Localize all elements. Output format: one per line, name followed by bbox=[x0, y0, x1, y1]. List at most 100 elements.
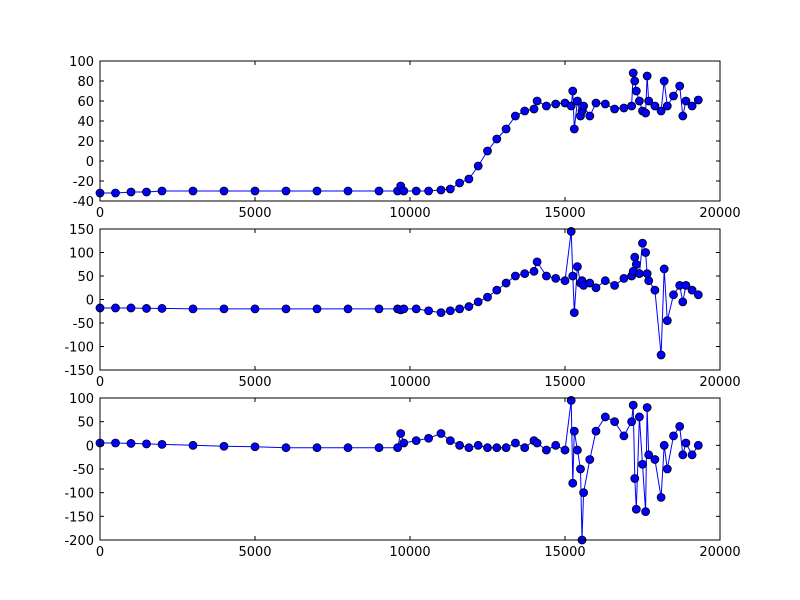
data-point bbox=[126, 439, 136, 448]
x-tick-label: 5000 bbox=[238, 206, 271, 221]
data-point bbox=[464, 443, 474, 453]
data-point bbox=[600, 99, 610, 109]
data-point bbox=[662, 464, 672, 474]
data-point bbox=[693, 290, 703, 300]
y-tick-label: -40 bbox=[73, 195, 94, 210]
x-tick-label: 15000 bbox=[544, 206, 585, 221]
data-point bbox=[568, 271, 578, 281]
data-point bbox=[573, 262, 582, 272]
data-point bbox=[628, 68, 638, 78]
data-point bbox=[312, 443, 322, 453]
data-point bbox=[142, 439, 151, 449]
data-point bbox=[641, 108, 650, 118]
data-point bbox=[445, 306, 455, 316]
data-point bbox=[455, 440, 465, 450]
data-point bbox=[630, 474, 640, 483]
data-point bbox=[569, 308, 579, 318]
y-tick-label: -150 bbox=[64, 364, 94, 379]
data-point bbox=[669, 91, 678, 101]
x-tick-label: 0 bbox=[96, 206, 104, 221]
data-point bbox=[600, 412, 610, 422]
data-point bbox=[566, 101, 576, 111]
y-tick-label: 80 bbox=[77, 75, 94, 90]
data-point bbox=[579, 488, 588, 498]
data-point bbox=[393, 443, 403, 453]
data-point bbox=[656, 350, 666, 360]
data-point bbox=[678, 297, 688, 307]
data-point bbox=[483, 443, 492, 453]
data-point bbox=[436, 308, 446, 318]
x-tick-label: 0 bbox=[96, 375, 104, 390]
data-point bbox=[631, 259, 641, 269]
data-point bbox=[650, 101, 660, 111]
data-point bbox=[542, 271, 551, 281]
data-point bbox=[483, 292, 492, 302]
data-point bbox=[576, 464, 585, 474]
x-tick-label: 20000 bbox=[699, 375, 740, 390]
y-tick-label: -100 bbox=[64, 341, 94, 356]
data-point bbox=[644, 96, 654, 106]
data-point bbox=[445, 184, 455, 194]
data-point bbox=[424, 186, 434, 196]
axes: 0 5000 10000 15000 20000 -40 -20 0 20 40 60 80 100 bbox=[69, 55, 741, 221]
data-point bbox=[511, 438, 520, 448]
data-point bbox=[520, 106, 530, 116]
data-point bbox=[501, 278, 511, 288]
data-point bbox=[126, 187, 136, 197]
data-point bbox=[644, 276, 654, 286]
data-point bbox=[619, 431, 629, 441]
data-point bbox=[573, 445, 582, 455]
data-point bbox=[573, 96, 582, 106]
data-point bbox=[669, 431, 678, 441]
data-point bbox=[157, 186, 167, 196]
data-point bbox=[455, 178, 465, 188]
x-tick-label: 10000 bbox=[389, 375, 430, 390]
data-point bbox=[551, 273, 561, 283]
data-point bbox=[532, 96, 542, 106]
data-point bbox=[142, 304, 151, 313]
data-point bbox=[644, 450, 654, 460]
y-tick-label: -100 bbox=[64, 487, 94, 502]
data-point bbox=[641, 507, 650, 517]
data-point bbox=[569, 426, 579, 436]
data-point bbox=[642, 269, 652, 279]
y-tick-label: 0 bbox=[86, 294, 94, 309]
y-tick-label: 100 bbox=[69, 55, 94, 70]
data-point bbox=[542, 445, 551, 455]
data-point bbox=[473, 440, 483, 450]
data-point bbox=[520, 443, 530, 453]
data-point bbox=[111, 438, 120, 448]
y-tick-label: -50 bbox=[73, 463, 94, 478]
data-point bbox=[585, 455, 595, 464]
data-point bbox=[492, 285, 502, 295]
data-point bbox=[532, 438, 542, 448]
data-point bbox=[520, 269, 530, 279]
data-point bbox=[532, 257, 542, 267]
data-point bbox=[436, 185, 446, 195]
data-point bbox=[631, 86, 641, 96]
x-tick-label: 10000 bbox=[389, 545, 430, 560]
data-point bbox=[675, 421, 685, 431]
axes-frame bbox=[99, 397, 721, 541]
plot-area bbox=[95, 68, 703, 198]
data-point bbox=[281, 443, 291, 453]
data-point bbox=[157, 439, 167, 449]
data-line bbox=[100, 72, 699, 194]
data-point bbox=[635, 412, 644, 422]
axes-frame bbox=[99, 228, 721, 371]
data-point bbox=[627, 101, 637, 111]
data-point bbox=[630, 76, 640, 86]
data-point bbox=[399, 438, 409, 448]
data-point bbox=[619, 273, 629, 283]
x-tick-label: 5000 bbox=[238, 375, 271, 390]
data-point bbox=[111, 188, 120, 198]
axes-frame bbox=[99, 60, 721, 202]
x-tick-label: 0 bbox=[96, 545, 104, 560]
data-point bbox=[126, 303, 136, 313]
y-tick-label: 100 bbox=[69, 247, 94, 262]
data-point bbox=[281, 186, 291, 196]
data-point bbox=[411, 186, 421, 196]
data-point bbox=[501, 443, 511, 453]
data-point bbox=[656, 492, 666, 502]
